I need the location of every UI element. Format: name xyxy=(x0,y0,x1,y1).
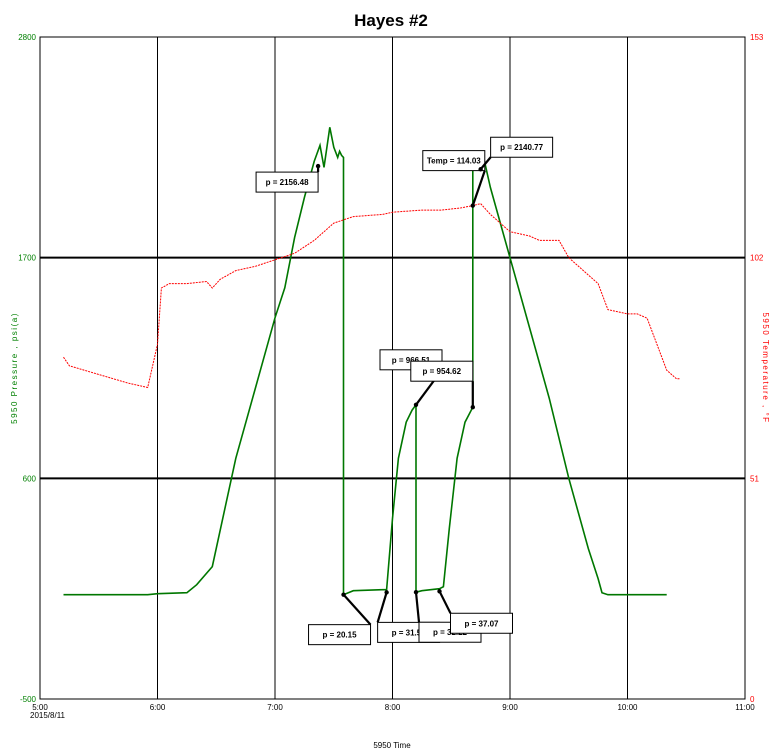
annotation-arrow xyxy=(471,170,486,206)
annotation-arrow xyxy=(376,592,388,623)
x-tick-label: 10:00 xyxy=(617,703,638,712)
annotation-label: p = 2140.77 xyxy=(500,143,543,152)
annotation-label: p = 31.51 xyxy=(392,628,427,637)
y-right-tick-label: 102 xyxy=(750,254,764,263)
x-tick-label: 9:00 xyxy=(502,703,518,712)
annotation: p = 954.62 xyxy=(410,360,475,410)
annotation-arrowhead xyxy=(384,590,389,595)
y-left-tick-label: -500 xyxy=(20,695,37,704)
annotation-arrowhead xyxy=(437,589,442,594)
annotation-label: p = 966.51 xyxy=(392,356,431,365)
x-tick-label: 6:00 xyxy=(150,703,166,712)
annotation-label: p = 20.15 xyxy=(323,631,358,640)
y-right-tick-label: 153 xyxy=(750,33,764,42)
annotation: p = 20.15 xyxy=(308,592,372,646)
series-layer xyxy=(63,127,681,596)
chart-title: Hayes #2 xyxy=(354,11,428,30)
annotation-arrowhead xyxy=(470,203,475,208)
x-tick-label: 11:00 xyxy=(735,703,755,712)
annotation-label: p = 954.62 xyxy=(423,367,462,376)
annotation-arrowhead xyxy=(315,163,321,169)
x-axis-date-label: 2015/8/11 xyxy=(30,711,66,720)
temperature-series-line xyxy=(63,203,681,389)
annotation-label: p = 2156.48 xyxy=(266,178,309,187)
annotation: Temp = 114.03 xyxy=(422,150,486,208)
annotation-box xyxy=(450,612,513,634)
y-left-tick-label: 1700 xyxy=(18,254,36,263)
annotation-arrow xyxy=(342,593,372,626)
x-axis-ticks: 5:00 6:00 7:00 8:00 9:00 10:00 11:00 xyxy=(32,703,755,712)
y-left-tick-label: 2800 xyxy=(18,33,36,42)
annotation-arrow xyxy=(438,590,452,614)
annotation-arrowhead xyxy=(478,167,483,172)
annotation-label: Temp = 114.03 xyxy=(427,157,481,166)
annotation-arrowhead xyxy=(470,404,475,410)
annotation: p = 2156.48 xyxy=(255,163,321,193)
annotation-label: p = 37.07 xyxy=(464,619,499,628)
y-right-axis-label: 5950 Temperature , °F xyxy=(761,312,770,423)
left-axis-ticks: 2800 1700 600 -500 xyxy=(18,33,36,704)
y-right-tick-label: 0 xyxy=(750,695,755,704)
annotation-box xyxy=(308,624,372,646)
annotation: p = 37.07 xyxy=(437,589,513,634)
x-tick-label: 5:00 xyxy=(32,703,48,712)
grid xyxy=(40,37,745,699)
annotation-box xyxy=(490,136,554,158)
x-axis-label: 5950 Time xyxy=(373,741,411,750)
y-left-tick-label: 600 xyxy=(23,474,37,483)
annotation-box xyxy=(255,171,319,193)
right-axis-ticks: 153 102 51 0 xyxy=(750,33,764,704)
y-right-tick-label: 51 xyxy=(750,474,759,483)
annotation-arrowhead xyxy=(413,402,419,408)
annotation-box xyxy=(422,150,486,172)
x-tick-label: 8:00 xyxy=(385,703,401,712)
annotation: p = 2140.77 xyxy=(478,136,554,172)
annotation-box xyxy=(410,360,474,382)
annotation-layer: p = 2156.48 p = 20.15 p = 31.51 p = 966.51 p… xyxy=(255,136,554,646)
annotation-arrowhead xyxy=(341,592,346,597)
x-tick-label: 7:00 xyxy=(267,703,283,712)
annotation-arrowhead xyxy=(413,590,419,595)
y-left-axis-label: 5950 Pressure , psi(a) xyxy=(10,312,19,424)
annotation-arrow xyxy=(414,592,421,623)
annotation-arrow xyxy=(479,156,492,170)
